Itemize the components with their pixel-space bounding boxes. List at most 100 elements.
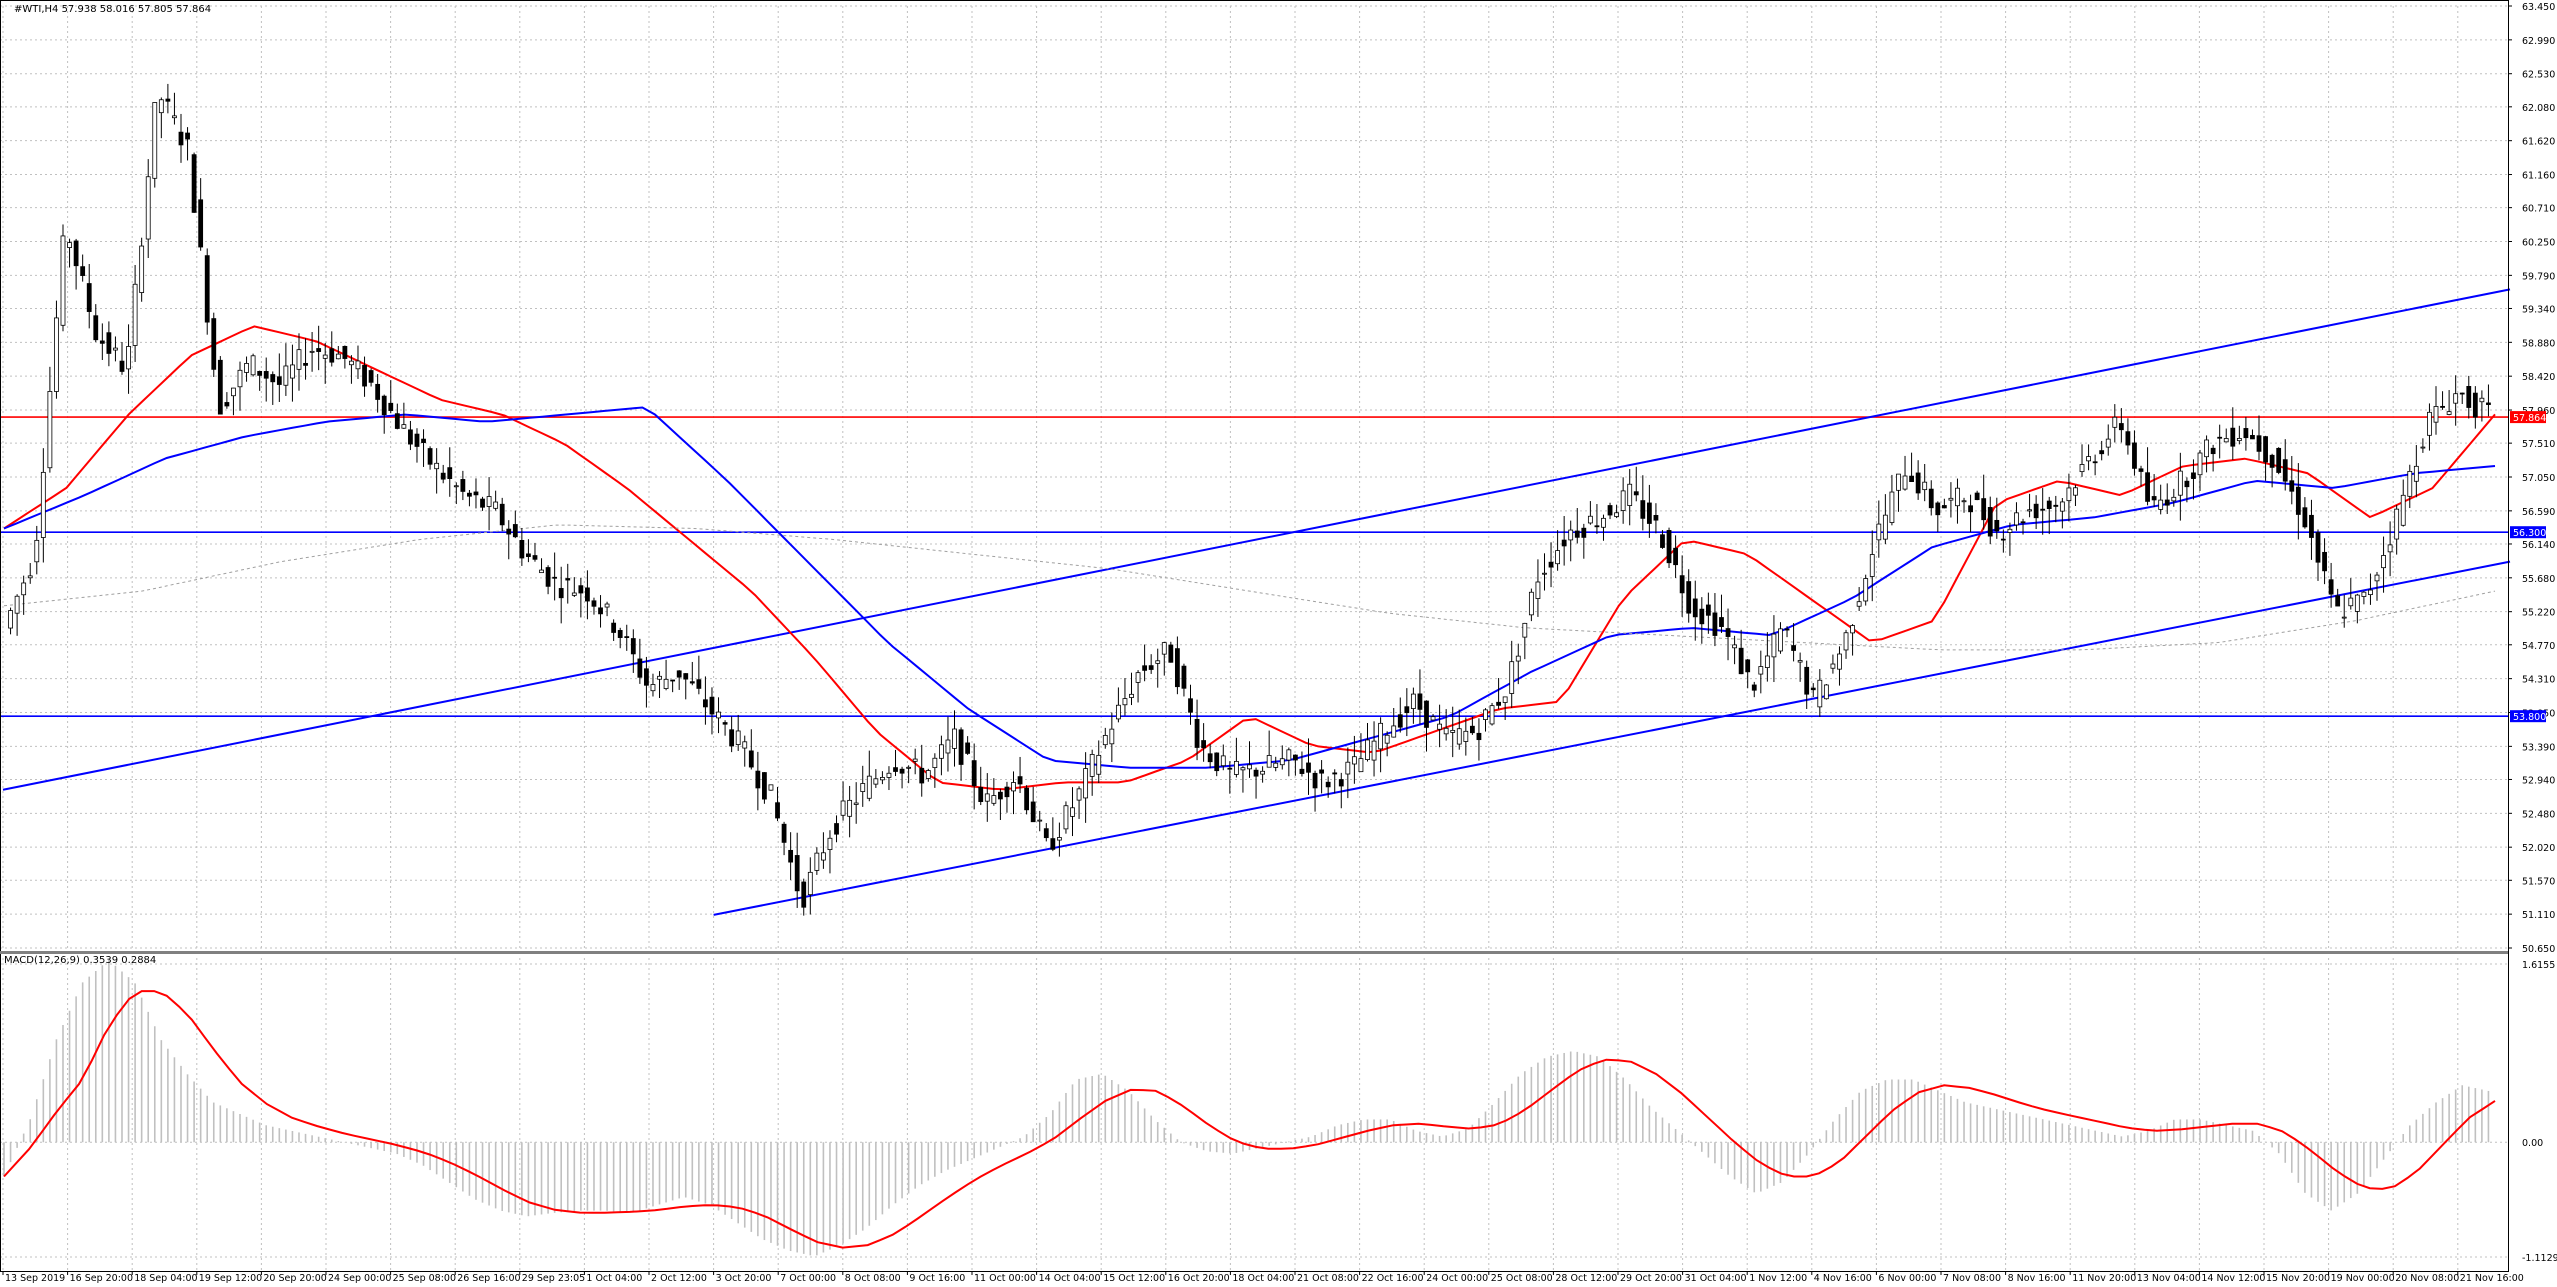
candle-body xyxy=(132,283,138,346)
candle-body xyxy=(158,99,164,114)
candle-body xyxy=(2263,436,2268,463)
candle-body xyxy=(2033,503,2039,519)
candle-body xyxy=(296,349,302,370)
candle-body xyxy=(578,585,584,594)
candle-body xyxy=(375,383,381,400)
candle-body xyxy=(1948,497,1954,501)
candle-body xyxy=(2099,450,2105,455)
price-tick-label: 59.790 xyxy=(2522,271,2555,282)
candle-body xyxy=(2105,438,2111,448)
candle-body xyxy=(1391,725,1397,738)
candle-body xyxy=(270,374,276,383)
macd-panel-grid xyxy=(0,958,2508,1271)
price-tick-label: 52.940 xyxy=(2522,775,2555,786)
moving-average-line xyxy=(3,325,2496,791)
candle-body xyxy=(1417,693,1423,710)
candle-body xyxy=(1437,723,1443,730)
candle-body xyxy=(2466,386,2472,408)
candle-body xyxy=(2341,616,2347,619)
time-tick-label: 13 Sep 2019 xyxy=(5,1273,65,1284)
candle-body xyxy=(1319,769,1325,774)
candle-body xyxy=(1574,530,1580,538)
price-tick-label: 51.110 xyxy=(2522,910,2555,921)
candle-body xyxy=(630,638,636,655)
price-tick-label: 60.250 xyxy=(2522,238,2555,249)
candle-body xyxy=(1561,539,1567,547)
candle-body xyxy=(1522,622,1528,638)
candle-body xyxy=(1712,612,1718,636)
candle-body xyxy=(1358,758,1364,773)
candle-body xyxy=(1325,781,1331,788)
candle-body xyxy=(1050,838,1056,850)
candle-body xyxy=(1456,728,1462,745)
candle-body xyxy=(1791,645,1796,651)
candle-body xyxy=(742,741,748,749)
candle-body xyxy=(335,353,341,360)
candle-body xyxy=(1771,633,1777,658)
candle-body xyxy=(1876,523,1882,541)
time-axis: 13 Sep 2019 16 Sep 20:00 18 Sep 04:00 19 Se… xyxy=(2,1271,2524,1284)
candle-body xyxy=(558,588,564,599)
main-panel-grid xyxy=(0,5,2508,949)
candle-body xyxy=(440,472,446,480)
candle-body xyxy=(480,498,485,508)
candle-body xyxy=(1633,491,1639,496)
candle-body xyxy=(2400,494,2406,526)
candle-body xyxy=(1902,475,1908,490)
candle-body xyxy=(1968,505,1973,513)
candle-body xyxy=(1627,483,1633,506)
candle-body xyxy=(781,823,787,843)
candle-body xyxy=(303,362,308,366)
trendlines[interactable] xyxy=(2,288,2511,916)
candle-body xyxy=(99,340,105,344)
candle-body xyxy=(1614,512,1619,517)
candle-body xyxy=(1889,491,1895,523)
candle-body xyxy=(945,739,951,754)
candle-body xyxy=(775,802,780,819)
time-tick-label: 25 Sep 08:00 xyxy=(393,1273,456,1284)
time-tick-label: 14 Oct 04:00 xyxy=(1039,1273,1101,1284)
candle-body xyxy=(762,772,767,800)
candle-body xyxy=(1351,756,1357,765)
candle-body xyxy=(984,793,990,802)
candle-body xyxy=(1292,754,1298,761)
time-tick-label: 4 Nov 16:00 xyxy=(1814,1273,1872,1284)
candle-body xyxy=(1148,665,1154,670)
horizontal-levels[interactable] xyxy=(0,416,2508,717)
candle-body xyxy=(2000,538,2006,541)
candle-body xyxy=(2066,487,2072,502)
candle-body xyxy=(1043,828,1049,839)
time-tick-label: 20 Nov 08:00 xyxy=(2395,1273,2459,1284)
candle-body xyxy=(1489,705,1495,725)
candle-body xyxy=(40,471,46,538)
price-tick-label: 61.620 xyxy=(2522,137,2555,148)
time-tick-label: 7 Nov 08:00 xyxy=(1943,1273,2001,1284)
candle-body xyxy=(1548,561,1554,568)
candle-body xyxy=(1705,604,1711,616)
candle-body xyxy=(2440,405,2445,408)
candle-body xyxy=(552,576,558,579)
candle-body xyxy=(2486,402,2491,405)
candle-body xyxy=(2132,442,2137,469)
time-tick-label: 25 Oct 08:00 xyxy=(1491,1273,1553,1284)
candle-body xyxy=(427,448,433,465)
candle-body xyxy=(1279,758,1285,766)
candle-body xyxy=(1397,714,1403,728)
price-tick-label: 55.220 xyxy=(2522,608,2555,619)
candle-body xyxy=(1528,591,1534,616)
candle-body xyxy=(106,332,112,354)
candle-body xyxy=(722,722,728,725)
candle-body xyxy=(1312,772,1318,789)
candle-body xyxy=(421,438,426,443)
candle-body xyxy=(165,98,171,102)
price-tick-label: 52.020 xyxy=(2522,843,2555,854)
candle-body xyxy=(952,728,957,749)
candle-body xyxy=(939,744,944,759)
candle-body xyxy=(1837,653,1842,670)
macd-frame xyxy=(0,952,2509,1272)
price-tick-label: 54.770 xyxy=(2522,641,2555,652)
candle-body xyxy=(21,582,27,596)
candle-body xyxy=(1555,550,1560,565)
candle-body xyxy=(290,364,295,379)
